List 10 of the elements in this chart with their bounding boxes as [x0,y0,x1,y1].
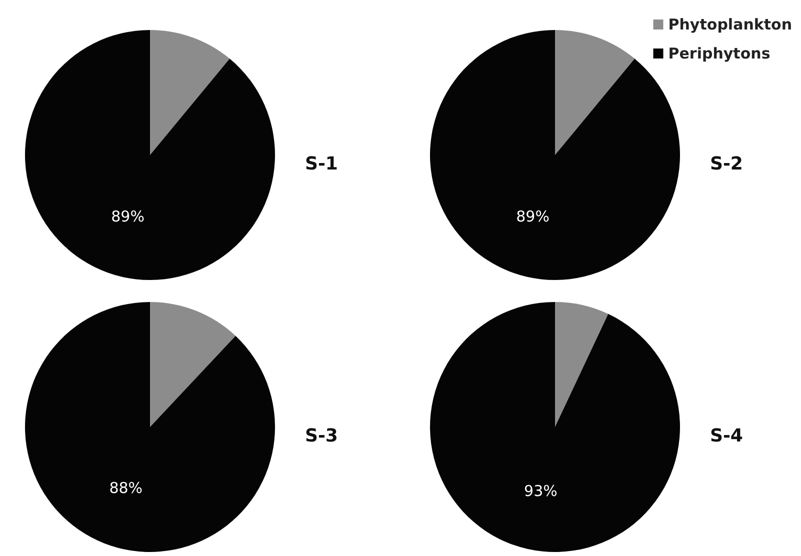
legend-label: Periphytons [668,44,770,62]
data-label: 89% [111,208,144,226]
text: S-3 [305,426,338,446]
text: S-1 [305,154,338,174]
legend-label: Phytoplankton [668,16,792,34]
text: S-2 [710,154,743,174]
data-label: 88% [109,478,143,497]
data-label: 89% [516,208,550,226]
text: S-4 [710,426,743,446]
data-label: 93% [524,482,558,500]
